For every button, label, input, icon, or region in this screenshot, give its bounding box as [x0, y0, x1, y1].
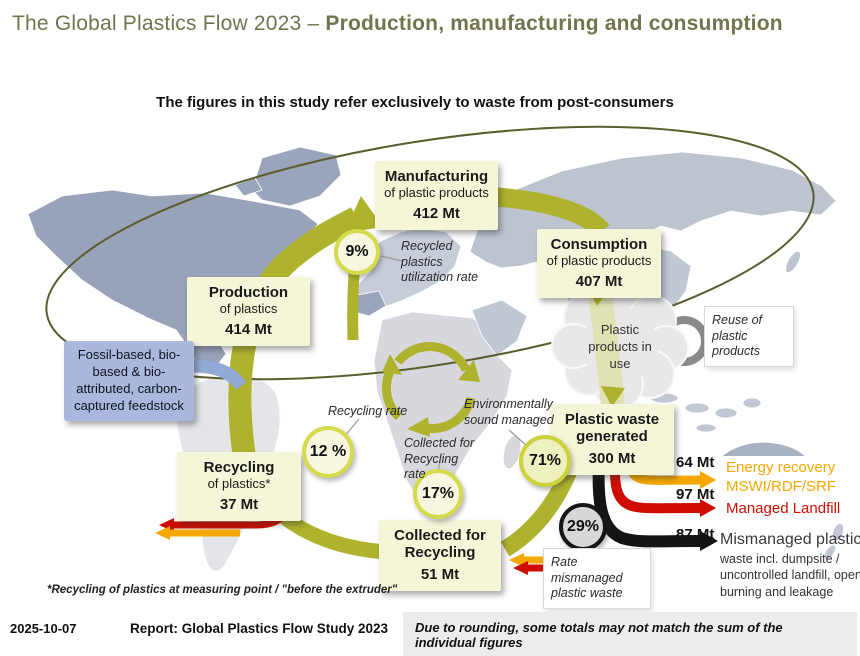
- recycling-value: 37 Mt: [219, 495, 259, 513]
- recycling-rate-circle: 12 %: [302, 426, 354, 478]
- page-title: The Global Plastics Flow 2023 – Producti…: [12, 12, 783, 36]
- energy-amount: 64 Mt: [676, 454, 715, 471]
- plastic-in-use-label: Plastic products in use: [588, 322, 652, 371]
- mismanaged-rate-circle: 29%: [559, 503, 607, 551]
- production-value: 414 Mt: [225, 320, 272, 338]
- collected-box: Collected for Recycling 51 Mt: [379, 520, 501, 591]
- energy-label: Energy recovery MSWI/RDF/SRF: [726, 459, 836, 495]
- page-title-bold: Production, manufacturing and consumptio…: [325, 12, 783, 35]
- recycle-icon: [382, 342, 480, 437]
- waste-title: Plastic waste generated: [564, 411, 660, 446]
- subtitle: The figures in this study refer exclusiv…: [156, 94, 674, 111]
- recycling-box: Recycling of plastics* 37 Mt: [177, 452, 301, 521]
- manufacturing-title: Manufacturing: [384, 168, 489, 185]
- waste-value: 300 Mt: [588, 449, 636, 467]
- recycling-rate-label: Recycling rate: [328, 404, 408, 418]
- managed-landfill-band: [609, 462, 701, 514]
- waste-to-collected-band: [500, 462, 579, 557]
- manufacturing-value: 412 Mt: [413, 204, 460, 222]
- collected-title: Collected for Recycling: [394, 527, 486, 562]
- map-africa: [373, 311, 513, 512]
- consumption-box: Consumption of plastic products 407 Mt: [537, 229, 661, 298]
- sound-managed-label: Environmentally sound managed: [464, 397, 554, 427]
- outflow-label-panel: [718, 456, 858, 524]
- mismanaged-amount: 87 Mt: [676, 526, 715, 543]
- production-sub: of plastics: [219, 301, 278, 317]
- footer-disclaimer: Due to rounding, some totals may not mat…: [403, 612, 857, 656]
- utilization-rate-circle: 9%: [334, 229, 380, 275]
- mismanaged-label: Mismanaged plastic waste incl. dumpsite …: [720, 530, 860, 600]
- sound-managed-rate-circle: 71%: [519, 435, 571, 487]
- mismanaged-band: [592, 462, 701, 548]
- footer-report: Report: Global Plastics Flow Study 2023: [130, 621, 389, 636]
- manufacturing-arrowhead: [344, 196, 383, 233]
- consumption-value: 407 Mt: [575, 272, 623, 290]
- collected-rate-circle: 17%: [413, 469, 463, 519]
- feedstock-box: Fossil-based, bio-based & bio-attributed…: [64, 341, 194, 421]
- footer-date: 2025-10-07: [10, 621, 77, 636]
- landfill-amount: 97 Mt: [676, 486, 715, 503]
- reuse-label: Reuse of plastic products: [704, 306, 794, 367]
- recycling-sub: of plastics*: [207, 476, 271, 492]
- map-greenland: [251, 146, 342, 207]
- manufacturing-to-consumption-band: [496, 187, 610, 238]
- cycle-ellipse-outline: [45, 125, 815, 381]
- footnote: *Recycling of plastics at measuring poin…: [47, 584, 398, 596]
- manufacturing-sub: of plastic products: [384, 185, 489, 201]
- consumption-sub: of plastic products: [546, 253, 652, 269]
- collected-value: 51 Mt: [420, 565, 460, 583]
- collected-rate-label: Collected for Recycling rate: [404, 436, 475, 482]
- recycling-title: Recycling: [203, 459, 275, 476]
- mismanaged-label-detail: waste incl. dumpsite / uncontrolled land…: [720, 552, 860, 599]
- consumption-title: Consumption: [550, 236, 648, 253]
- feedstock-band: [191, 359, 247, 390]
- mismanaged-rate-label: Rate mismanaged plastic waste: [543, 548, 651, 609]
- mismanaged-label-main: Mismanaged plastic: [720, 531, 860, 548]
- manufacturing-box: Manufacturing of plastic products 412 Mt: [375, 161, 498, 230]
- page-title-regular: The Global Plastics Flow 2023 –: [12, 12, 326, 35]
- utilization-rate-label: Recycled plastics utilization rate: [401, 239, 479, 285]
- outflow-arrowheads: [700, 471, 718, 551]
- production-box: Production of plastics 414 Mt: [187, 277, 310, 346]
- production-title: Production: [208, 284, 289, 301]
- landfill-label: Managed Landfill: [726, 500, 841, 517]
